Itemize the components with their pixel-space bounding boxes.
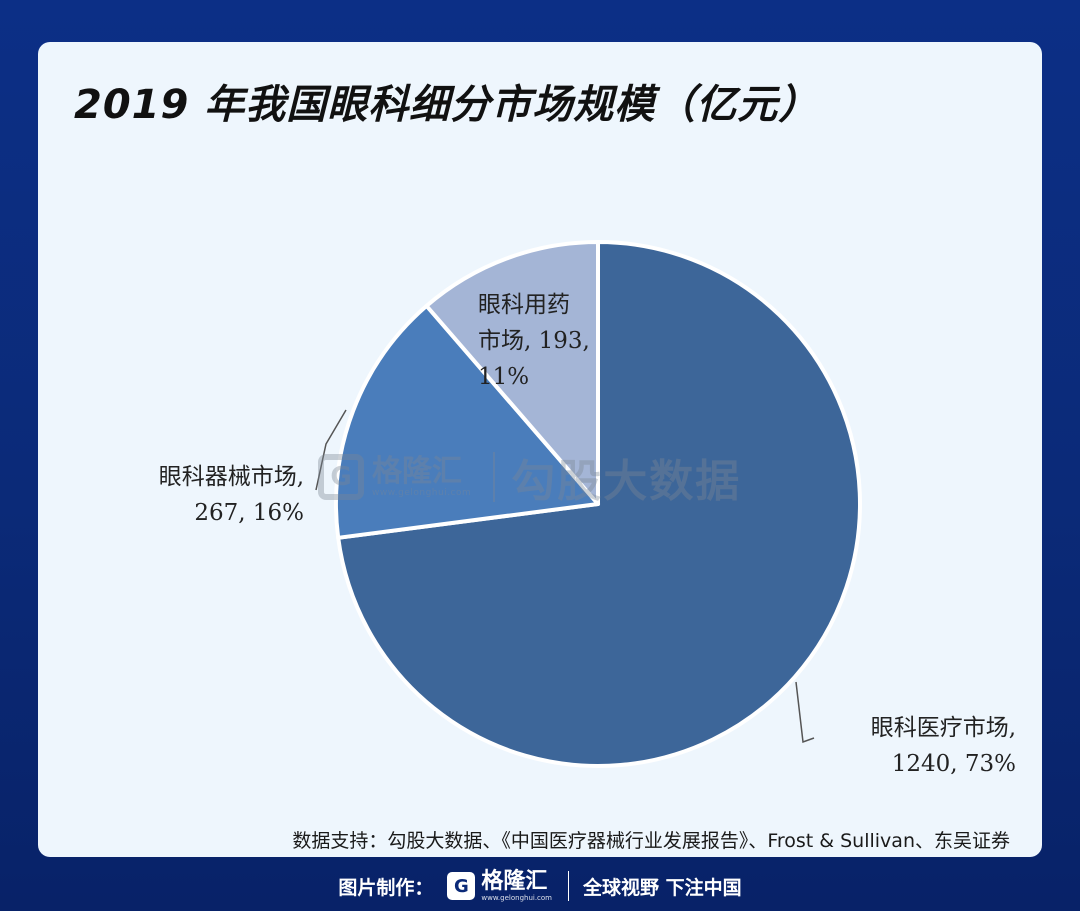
leader-line-medical [795, 681, 815, 744]
slice-label-drug-line2: 市场, 193, [478, 328, 590, 354]
slice-label-device-line1: 眼科器械市场, [158, 464, 304, 490]
footer-bar: 图片制作： G 格隆汇 www.gelonghui.com 全球视野 下注中国 [0, 861, 1080, 911]
slice-label-medical: 眼科医疗市场, 1240, 73% [826, 710, 1016, 782]
leader-line-device [315, 409, 347, 491]
pie-slice-drug [424, 240, 600, 506]
slice-label-medical-line1: 眼科医疗市场, [870, 715, 1016, 741]
slice-label-drug-line1: 眼科用药 [478, 292, 570, 318]
pie-chart [315, 240, 862, 768]
footer-made-by: 图片制作： [338, 876, 434, 899]
footer-divider [568, 871, 569, 901]
footer-brand-url: www.gelonghui.com [481, 894, 552, 902]
slice-label-drug-line3: 11% [478, 364, 530, 390]
footer-brand: 格隆汇 www.gelonghui.com [481, 869, 552, 903]
footer-logo-icon: G [447, 872, 476, 900]
slice-label-drug: 眼科用药 市场, 193, 11% [478, 287, 590, 395]
footer-brand-name: 格隆汇 [481, 869, 548, 894]
data-source-note: 数据支持：勾股大数据、《中国医疗器械行业发展报告》、Frost & Sulliv… [292, 830, 1010, 852]
pie-slice-device [334, 303, 600, 540]
slice-label-device: 眼科器械市场, 267, 16% [118, 459, 304, 531]
slice-label-device-line2: 267, 16% [194, 500, 304, 526]
footer-slogan: 全球视野 下注中国 [583, 876, 742, 899]
chart-title: 2019 年我国眼科细分市场规模（亿元） [74, 82, 820, 128]
slice-label-medical-line2: 1240, 73% [891, 751, 1016, 777]
